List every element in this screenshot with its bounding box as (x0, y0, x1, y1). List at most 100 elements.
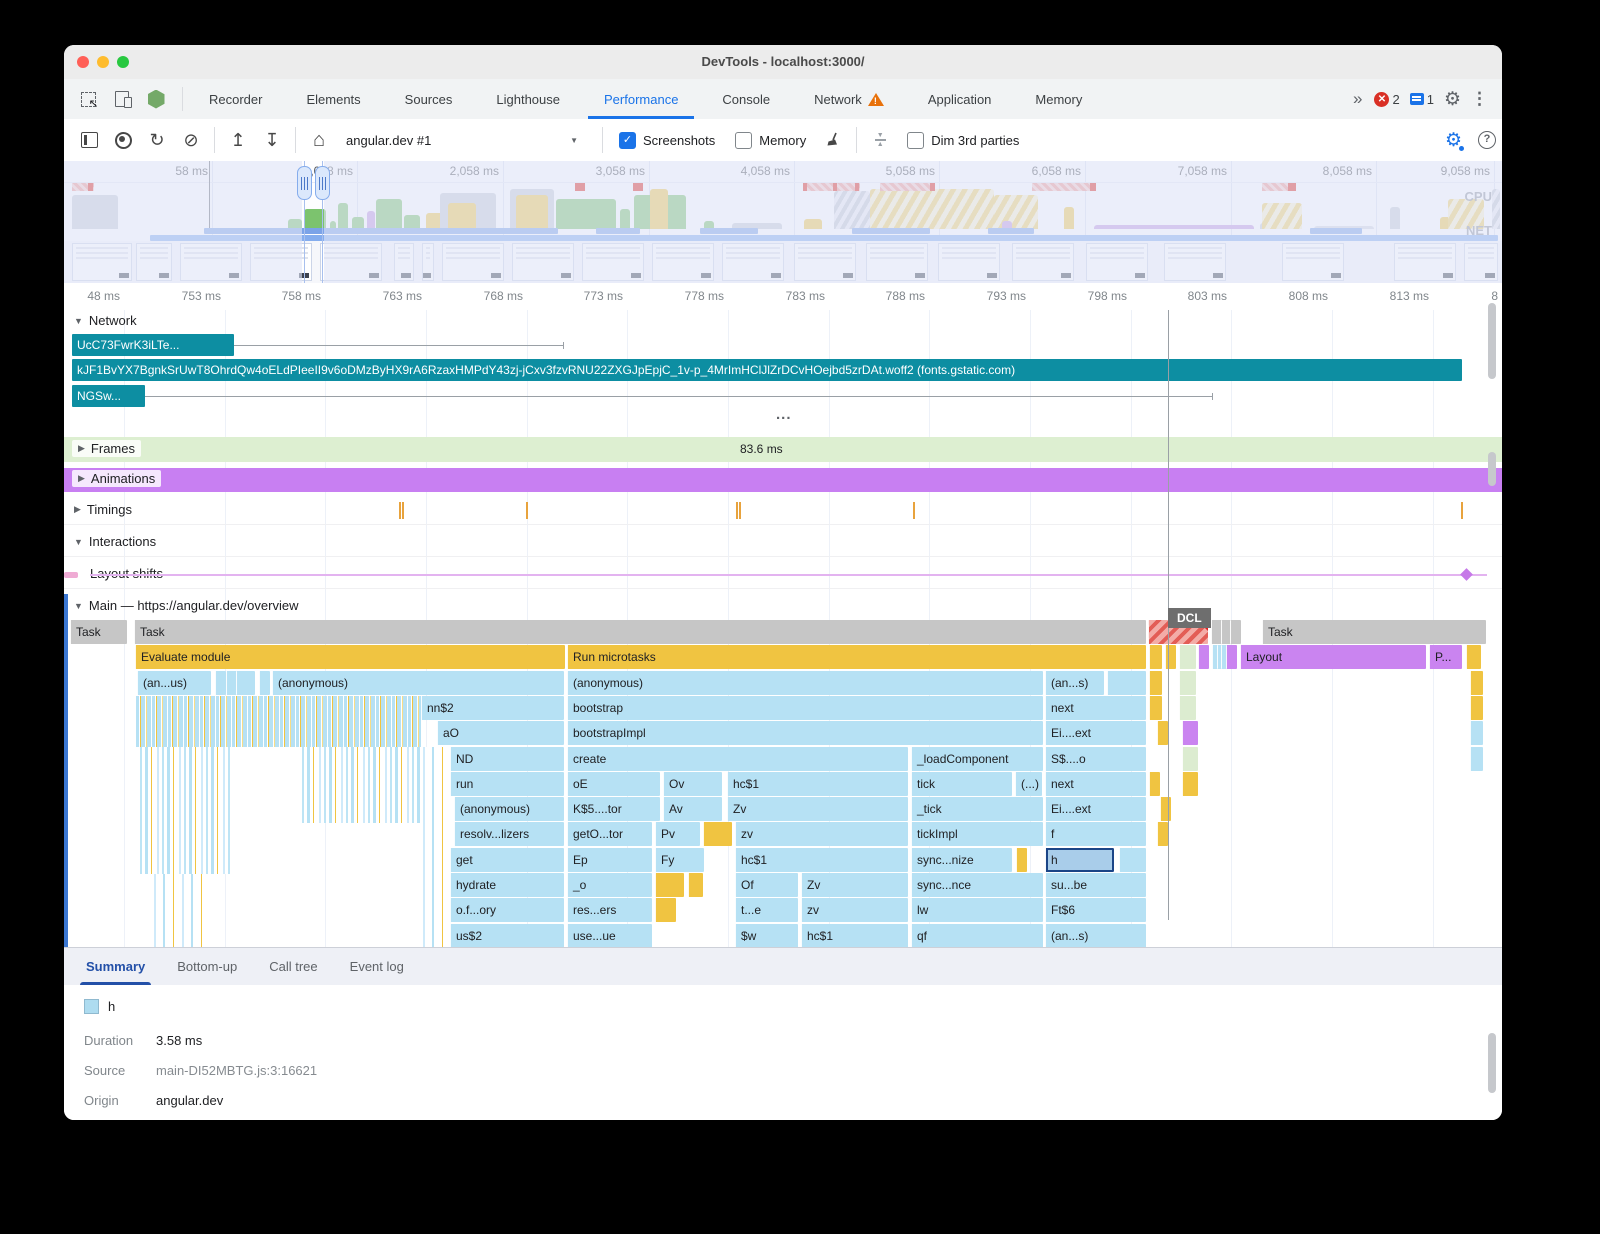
flame-block[interactable]: qf (911, 924, 1043, 947)
flame-block[interactable]: Run microtasks (567, 645, 1146, 669)
animations-track-header[interactable]: ▶ Animations (72, 470, 162, 487)
flame-sliver[interactable] (1470, 696, 1483, 720)
more-tabs-icon[interactable]: » (1353, 89, 1363, 108)
flame-block[interactable]: bootstrapImpl (567, 721, 1043, 745)
screenshots-checkbox[interactable]: ✓ Screenshots (619, 131, 715, 149)
flame-sliver[interactable] (1198, 645, 1209, 669)
flame-block[interactable]: K$5....tor (567, 797, 660, 821)
flame-sliver[interactable] (1182, 721, 1198, 745)
tab-lighthouse[interactable]: Lighthouse (474, 79, 582, 119)
interactions-track[interactable]: ▼ Interactions (64, 530, 1502, 557)
flame-block[interactable]: Task (1262, 620, 1486, 644)
tab-performance[interactable]: Performance (582, 79, 700, 119)
flame-block[interactable]: sync...nce (911, 873, 1043, 897)
flame-sliver[interactable] (259, 671, 270, 695)
tab-elements[interactable]: Elements (284, 79, 382, 119)
flame-block[interactable]: Task (70, 620, 127, 644)
flame-block[interactable]: Zv (727, 797, 908, 821)
help-icon[interactable]: ? (1478, 131, 1496, 149)
flame-block[interactable]: (an...s) (1045, 671, 1104, 695)
flame-block[interactable]: aO (437, 721, 564, 745)
tab-network[interactable]: Network! (792, 79, 906, 119)
flame-block[interactable]: tickImpl (911, 822, 1043, 846)
node-icon[interactable] (146, 89, 166, 109)
tab-console[interactable]: Console (700, 79, 792, 119)
flame-sliver[interactable] (1179, 696, 1196, 720)
frames-track-header[interactable]: ▶ Frames (72, 440, 141, 457)
collect-garbage-icon[interactable] (816, 126, 850, 154)
flame-sliver[interactable] (1119, 848, 1146, 872)
network-more-indicator[interactable]: ... (776, 406, 792, 423)
flame-sliver[interactable] (1179, 645, 1196, 669)
flame-sliver[interactable] (1149, 772, 1160, 796)
flame-block[interactable]: (anonymous) (272, 671, 564, 695)
flame-sliver[interactable] (1160, 797, 1171, 821)
timeline-overview[interactable]: 58 ms1,058 ms2,058 ms3,058 ms4,058 ms5,0… (64, 161, 1502, 284)
flame-sliver[interactable] (1230, 620, 1241, 644)
flame-sliver[interactable] (1221, 620, 1232, 644)
flame-block[interactable]: oE (567, 772, 660, 796)
flame-block[interactable]: Pv (655, 822, 700, 846)
flame-block[interactable]: zv (735, 822, 908, 846)
flame-sliver[interactable] (703, 822, 732, 846)
flame-sliver[interactable] (1149, 671, 1162, 695)
inspect-element-icon[interactable]: ↖ (78, 89, 99, 110)
dim-3rd-parties-checkbox[interactable]: Dim 3rd parties (907, 131, 1019, 149)
flame-sliver[interactable] (1149, 696, 1162, 720)
zoom-window-button[interactable] (117, 56, 129, 68)
flame-sliver[interactable] (1470, 721, 1483, 745)
flame-block[interactable]: (an...s) (1045, 924, 1146, 947)
issues-badge[interactable]: 1 (1409, 92, 1434, 107)
flame-sliver[interactable] (655, 898, 676, 922)
main-thread-header[interactable]: ▼ Main — https://angular.dev/overview (74, 598, 298, 613)
flame-block[interactable]: create (567, 747, 908, 771)
flame-block[interactable]: run (450, 772, 564, 796)
flame-sliver[interactable] (1016, 848, 1027, 872)
flame-block[interactable]: ND (450, 747, 564, 771)
clear-icon[interactable]: ⊘ (183, 129, 199, 150)
tab-recorder[interactable]: Recorder (187, 79, 284, 119)
flame-block[interactable]: (anonymous) (567, 671, 1043, 695)
flame-block[interactable]: _o (567, 873, 652, 897)
flame-block[interactable]: (an...us) (137, 671, 211, 695)
profile-select[interactable]: angular.dev #1 ▼ (336, 133, 596, 148)
kebab-menu-icon[interactable]: ⋮ (1471, 89, 1488, 108)
flame-block[interactable]: h (1045, 848, 1114, 872)
details-tab-bottom-up[interactable]: Bottom-up (177, 959, 238, 974)
flame-block[interactable]: hc$1 (727, 772, 908, 796)
collapse-sections-icon[interactable]: ▼ ▲ (863, 126, 897, 154)
flame-sliver[interactable] (1107, 671, 1146, 695)
flame-sliver[interactable] (1179, 671, 1196, 695)
summary-value[interactable]: main-DI52MBTG.js:3:16621 (156, 1063, 318, 1078)
minimize-window-button[interactable] (97, 56, 109, 68)
details-tab-event-log[interactable]: Event log (349, 959, 404, 974)
flame-sliver[interactable] (1165, 645, 1176, 669)
flame-block[interactable]: (...) (1015, 772, 1042, 796)
flame-block[interactable]: t...e (735, 898, 798, 922)
flame-sliver[interactable] (655, 873, 684, 897)
animations-track[interactable]: ▶ Animations (64, 468, 1502, 492)
tab-sources[interactable]: Sources (383, 79, 475, 119)
flame-block[interactable]: Ep (567, 848, 652, 872)
flame-block[interactable]: o.f...ory (450, 898, 564, 922)
flame-block[interactable]: getO...tor (567, 822, 652, 846)
flame-sliver[interactable] (1466, 645, 1481, 669)
flame-sliver[interactable] (1157, 721, 1168, 745)
flame-block[interactable]: _loadComponent (911, 747, 1043, 771)
timings-track[interactable]: ▶ Timings (64, 498, 1502, 525)
network-section-header[interactable]: ▼ Network (74, 313, 137, 328)
toggle-sidebar-icon[interactable] (72, 126, 106, 154)
selection-handle-right[interactable] (315, 166, 330, 200)
scrollbar-thumb[interactable] (1488, 452, 1496, 486)
scrollbar-thumb[interactable] (1488, 1033, 1496, 1093)
memory-checkbox[interactable]: Memory (735, 131, 806, 149)
flame-sliver[interactable] (226, 671, 237, 695)
flame-block[interactable]: resolv...lizers (454, 822, 564, 846)
network-request-bar[interactable]: UcC73FwrK3iLTe... (72, 334, 234, 356)
tab-application[interactable]: Application (906, 79, 1014, 119)
flame-block[interactable]: get (450, 848, 564, 872)
flame-block[interactable]: hydrate (450, 873, 564, 897)
flame-sliver[interactable] (1470, 747, 1483, 771)
flame-block[interactable]: Zv (801, 873, 908, 897)
flame-block[interactable]: _tick (911, 797, 1043, 821)
